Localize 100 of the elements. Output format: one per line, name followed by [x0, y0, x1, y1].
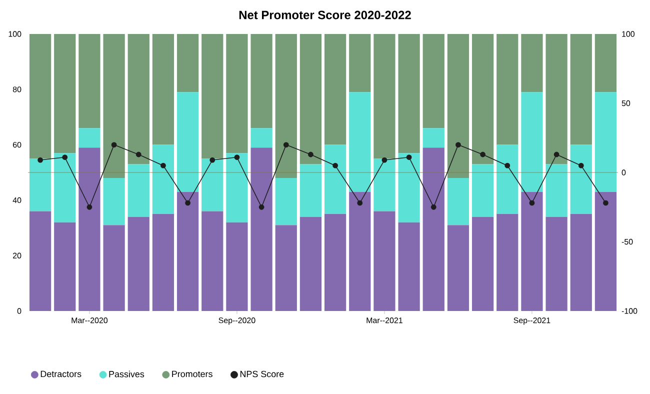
bar [521, 92, 543, 192]
bar [546, 164, 568, 217]
bar [250, 34, 272, 128]
bar [78, 148, 100, 311]
bar [447, 225, 470, 311]
bar [128, 164, 150, 217]
bar [398, 222, 420, 311]
bar [128, 216, 150, 311]
bar [521, 34, 543, 92]
point [332, 162, 338, 168]
bar [29, 158, 52, 212]
bar [570, 34, 592, 145]
point [578, 162, 584, 168]
point [480, 152, 486, 158]
point [160, 162, 166, 168]
bar [78, 128, 100, 148]
bar [324, 34, 346, 145]
point [210, 157, 216, 163]
bar [324, 144, 346, 214]
point [430, 204, 436, 210]
bar [300, 34, 322, 164]
bar [546, 216, 568, 311]
bar [202, 158, 224, 212]
legend-label: Passives [109, 370, 144, 378]
bar [422, 34, 444, 128]
bar [398, 153, 420, 222]
bar [374, 158, 396, 212]
bar [447, 178, 470, 226]
bar [472, 164, 494, 217]
point [258, 204, 264, 210]
bar [570, 214, 592, 311]
bar [152, 144, 174, 214]
bar [422, 128, 444, 148]
bar [472, 216, 494, 311]
bar [54, 222, 76, 311]
point [456, 142, 461, 148]
bar [250, 148, 272, 311]
point [406, 154, 412, 160]
legend-label: NPS Score [240, 370, 284, 378]
point [136, 152, 142, 158]
point [529, 200, 535, 206]
bar [152, 214, 174, 311]
bar [496, 214, 518, 311]
point [554, 152, 560, 158]
bar [128, 34, 150, 164]
bar [300, 216, 322, 311]
bar [29, 34, 52, 159]
bar [521, 192, 543, 311]
bar [300, 164, 322, 217]
bar [594, 92, 617, 192]
bar [152, 34, 174, 145]
bar [594, 192, 617, 311]
bar [202, 211, 224, 311]
point [185, 200, 190, 206]
bar [103, 225, 125, 311]
bar [176, 192, 199, 311]
bar [496, 144, 518, 214]
bar [275, 178, 297, 226]
point [38, 157, 43, 163]
bar [176, 92, 199, 192]
point [504, 162, 510, 168]
bar [29, 211, 52, 311]
chart-title: Net Promoter Score 2020-2022 [239, 10, 411, 20]
bar [472, 34, 494, 164]
bar [496, 34, 518, 145]
point [86, 204, 92, 210]
bar [349, 34, 371, 92]
bar [374, 34, 396, 159]
bar [250, 128, 272, 148]
bar [447, 34, 470, 178]
bar [103, 34, 125, 178]
bar [275, 225, 297, 311]
bar [349, 192, 371, 311]
point [234, 154, 240, 160]
bar [226, 222, 248, 311]
bar [78, 34, 100, 128]
bar [275, 34, 297, 178]
bar [176, 34, 199, 92]
bar [422, 148, 444, 311]
point [357, 200, 363, 206]
bar [546, 34, 568, 164]
bar [202, 34, 224, 159]
bar [594, 34, 617, 92]
legend-label: Detractors [40, 370, 82, 378]
point [308, 152, 314, 158]
bar [54, 153, 76, 222]
point [382, 157, 388, 163]
bar [324, 214, 346, 311]
legend-label: Promoters [172, 370, 212, 378]
point [283, 142, 289, 148]
point [603, 200, 608, 206]
bar [374, 211, 396, 311]
bar [349, 92, 371, 192]
bar [103, 178, 125, 226]
bar [226, 153, 248, 222]
bar [398, 34, 420, 154]
point [62, 154, 68, 160]
bar [226, 34, 248, 154]
bar [54, 34, 76, 154]
point [111, 142, 117, 148]
